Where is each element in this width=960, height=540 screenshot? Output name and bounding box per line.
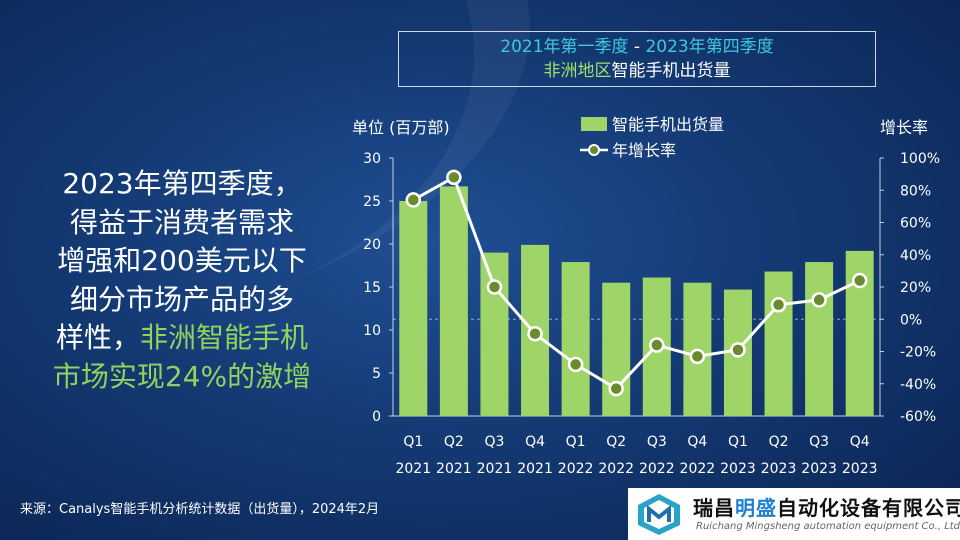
- growth-rate-point: [851, 272, 868, 289]
- chart-title-box: 2021年第一季度 - 2023年第四季度 非洲地区智能手机出货量: [398, 31, 876, 87]
- growth-rate-point: [649, 337, 665, 353]
- left-axis-tick-label: 30: [363, 151, 381, 167]
- right-axis-tick-label: 40%: [900, 248, 931, 264]
- left-axis-title: 单位 (百万部): [352, 118, 450, 137]
- x-tick-quarter: Q3: [809, 434, 829, 450]
- legend-line-label: 年增长率: [612, 141, 676, 160]
- shipment-bar: [439, 186, 468, 416]
- left-axis-tick-label: 5: [372, 366, 381, 382]
- growth-rate-point: [486, 279, 503, 295]
- company-name-part: 瑞昌: [693, 496, 735, 520]
- growth-rate-point: [689, 348, 706, 365]
- headline-plain: 样性，: [55, 321, 140, 354]
- chart-title-line2: 非洲地区智能手机出货量: [399, 59, 875, 83]
- x-tick-quarter: Q4: [850, 434, 870, 450]
- x-tick-year: 2021: [395, 461, 431, 477]
- right-axis-tick-label: 100%: [900, 151, 940, 167]
- headline-line: 2023年第四季度，: [62, 167, 302, 200]
- left-axis-tick-label: 20: [363, 237, 381, 253]
- company-name-en: Ruichang Mingsheng automation equipment …: [696, 521, 960, 532]
- headline-text: 2023年第四季度， 得益于消费者需求 增强和200美元以下 细分市场产品的多 …: [22, 165, 342, 396]
- growth-rate-point: [567, 356, 584, 373]
- headline-highlight: 市场实现24%的激增: [52, 359, 312, 393]
- x-tick-quarter: Q3: [484, 434, 504, 450]
- x-tick-year: 2022: [598, 461, 634, 477]
- company-logo-banner: 瑞昌明盛自动化设备有限公司 Ruichang Mingsheng automat…: [628, 488, 960, 540]
- x-tick-year: 2022: [558, 461, 594, 477]
- right-axis-tick-label: 20%: [900, 280, 931, 296]
- left-axis-tick-label: 15: [363, 280, 381, 296]
- right-axis-tick-label: -20%: [900, 345, 936, 361]
- x-tick-year: 2023: [801, 461, 837, 477]
- x-tick-year: 2022: [680, 461, 716, 477]
- company-name-cn: 瑞昌明盛自动化设备有限公司: [693, 492, 960, 521]
- growth-rate-point: [527, 326, 543, 342]
- left-axis-tick-label: 25: [363, 194, 381, 210]
- x-tick-year: 2023: [761, 461, 797, 477]
- right-axis-tick-label: -60%: [900, 409, 936, 425]
- growth-rate-point: [405, 192, 422, 208]
- growth-rate-point: [608, 380, 624, 397]
- title-end-period: 2023年第四季度: [645, 37, 774, 57]
- x-tick-quarter: Q2: [769, 434, 789, 450]
- title-start-period: 2021年第一季度: [500, 37, 629, 57]
- right-axis-tick-label: -40%: [900, 377, 936, 393]
- x-tick-year: 2023: [842, 461, 878, 477]
- headline-line: 增强和200美元以下: [57, 244, 307, 277]
- legend-line-marker: [588, 144, 600, 156]
- shipment-bar: [805, 262, 834, 416]
- title-region: 非洲地区: [543, 61, 612, 81]
- x-tick-year: 2021: [517, 461, 553, 477]
- shipment-bar: [764, 271, 793, 416]
- x-tick-year: 2022: [639, 461, 675, 477]
- x-tick-quarter: Q1: [566, 434, 586, 450]
- company-name-part: 自动化设备有限公司: [777, 496, 960, 520]
- x-tick-year: 2023: [720, 461, 756, 477]
- company-logo-icon: [638, 494, 680, 535]
- shipment-bar: [561, 262, 590, 416]
- x-tick-year: 2021: [436, 461, 472, 477]
- left-axis-tick-label: 10: [363, 323, 381, 339]
- headline-line: 样性，非洲智能手机: [22, 319, 342, 358]
- legend-bar-label: 智能手机出货量: [612, 115, 724, 134]
- x-tick-quarter: Q4: [525, 434, 545, 450]
- chart-title-line1: 2021年第一季度 - 2023年第四季度: [399, 35, 875, 59]
- headline-line: 得益于消费者需求: [69, 205, 294, 239]
- right-axis-title: 增长率: [880, 118, 928, 137]
- shipment-bar: [399, 201, 428, 416]
- right-axis-tick-label: 0%: [900, 312, 922, 328]
- x-tick-quarter: Q4: [687, 434, 707, 450]
- growth-rate-point: [730, 342, 746, 358]
- x-tick-quarter: Q3: [647, 434, 667, 450]
- left-axis-tick-label: 0: [372, 409, 381, 425]
- right-axis-tick-label: 80%: [900, 183, 931, 199]
- x-tick-quarter: Q1: [728, 434, 748, 450]
- legend-bar-swatch: [581, 117, 607, 131]
- source-note: 来源：Canalys智能手机分析统计数据（出货量），2024年2月: [20, 502, 380, 517]
- shipment-bar: [480, 252, 509, 416]
- x-tick-year: 2021: [477, 461, 513, 477]
- x-tick-quarter: Q2: [606, 434, 626, 450]
- growth-rate-point: [770, 296, 787, 313]
- growth-rate-line: [412, 175, 861, 391]
- headline-highlight: 非洲智能手机: [140, 321, 309, 354]
- title-metric: 智能手机出货量: [611, 61, 731, 81]
- right-axis-tick-label: 60%: [900, 216, 931, 232]
- growth-rate-point: [446, 169, 462, 186]
- headline-line: 细分市场产品的多: [69, 282, 294, 316]
- x-tick-quarter: Q2: [444, 434, 464, 450]
- company-name-part: 明盛: [735, 496, 777, 520]
- growth-rate-point: [811, 292, 827, 308]
- x-tick-quarter: Q1: [403, 434, 423, 450]
- title-separator: -: [628, 37, 646, 57]
